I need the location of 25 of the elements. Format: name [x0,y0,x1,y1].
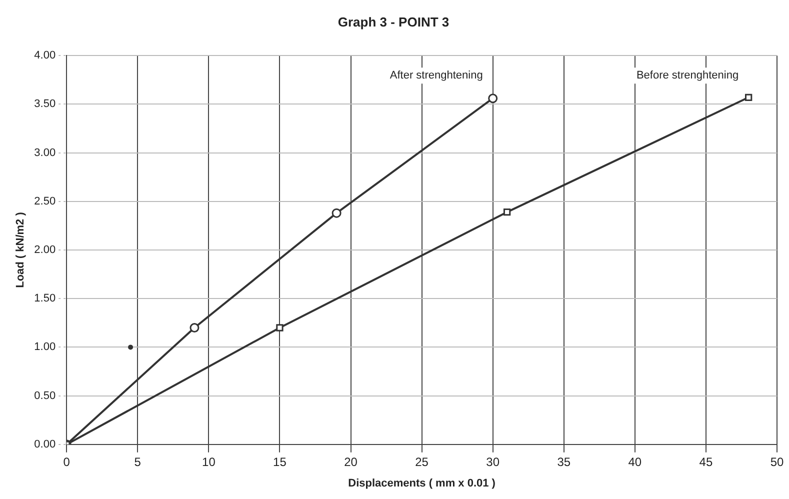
y-tick-label: 3.00 [34,146,56,159]
series-label: Before strenghtening [636,70,739,82]
x-tick-label: 20 [344,454,358,469]
y-tick-label: 1.00 [34,341,56,354]
y-tick-label: 0.50 [34,390,56,402]
y-tick-label: 2.50 [34,195,56,208]
x-tick-label: 30 [486,454,500,469]
x-tick-label: 40 [628,454,642,469]
y-tick-label: 3.50 [34,98,56,110]
y-tick-label: 4.00 [34,50,56,62]
x-axis-title: Displacements ( mm x 0.01 ) [348,477,496,490]
x-tick-label: 0 [63,454,70,469]
x-tick-label: 25 [415,454,429,469]
series-label: After strenghtening [390,70,483,82]
y-tick-label: 1.50 [34,292,56,305]
y-tick-label: 2.00 [34,244,56,256]
x-tick-label: 5 [134,454,142,469]
x-tick-label: 35 [557,454,571,469]
x-tick-label: 45 [699,454,713,469]
x-tick-label: 10 [202,454,216,469]
chart-title: Graph 3 - POINT 3 [338,14,450,30]
y-axis-title: Load ( kN/m2 ) [14,212,27,288]
x-tick-label: 15 [273,454,287,469]
y-tick-label: 0.00 [34,438,56,450]
x-tick-label: 50 [770,454,784,469]
